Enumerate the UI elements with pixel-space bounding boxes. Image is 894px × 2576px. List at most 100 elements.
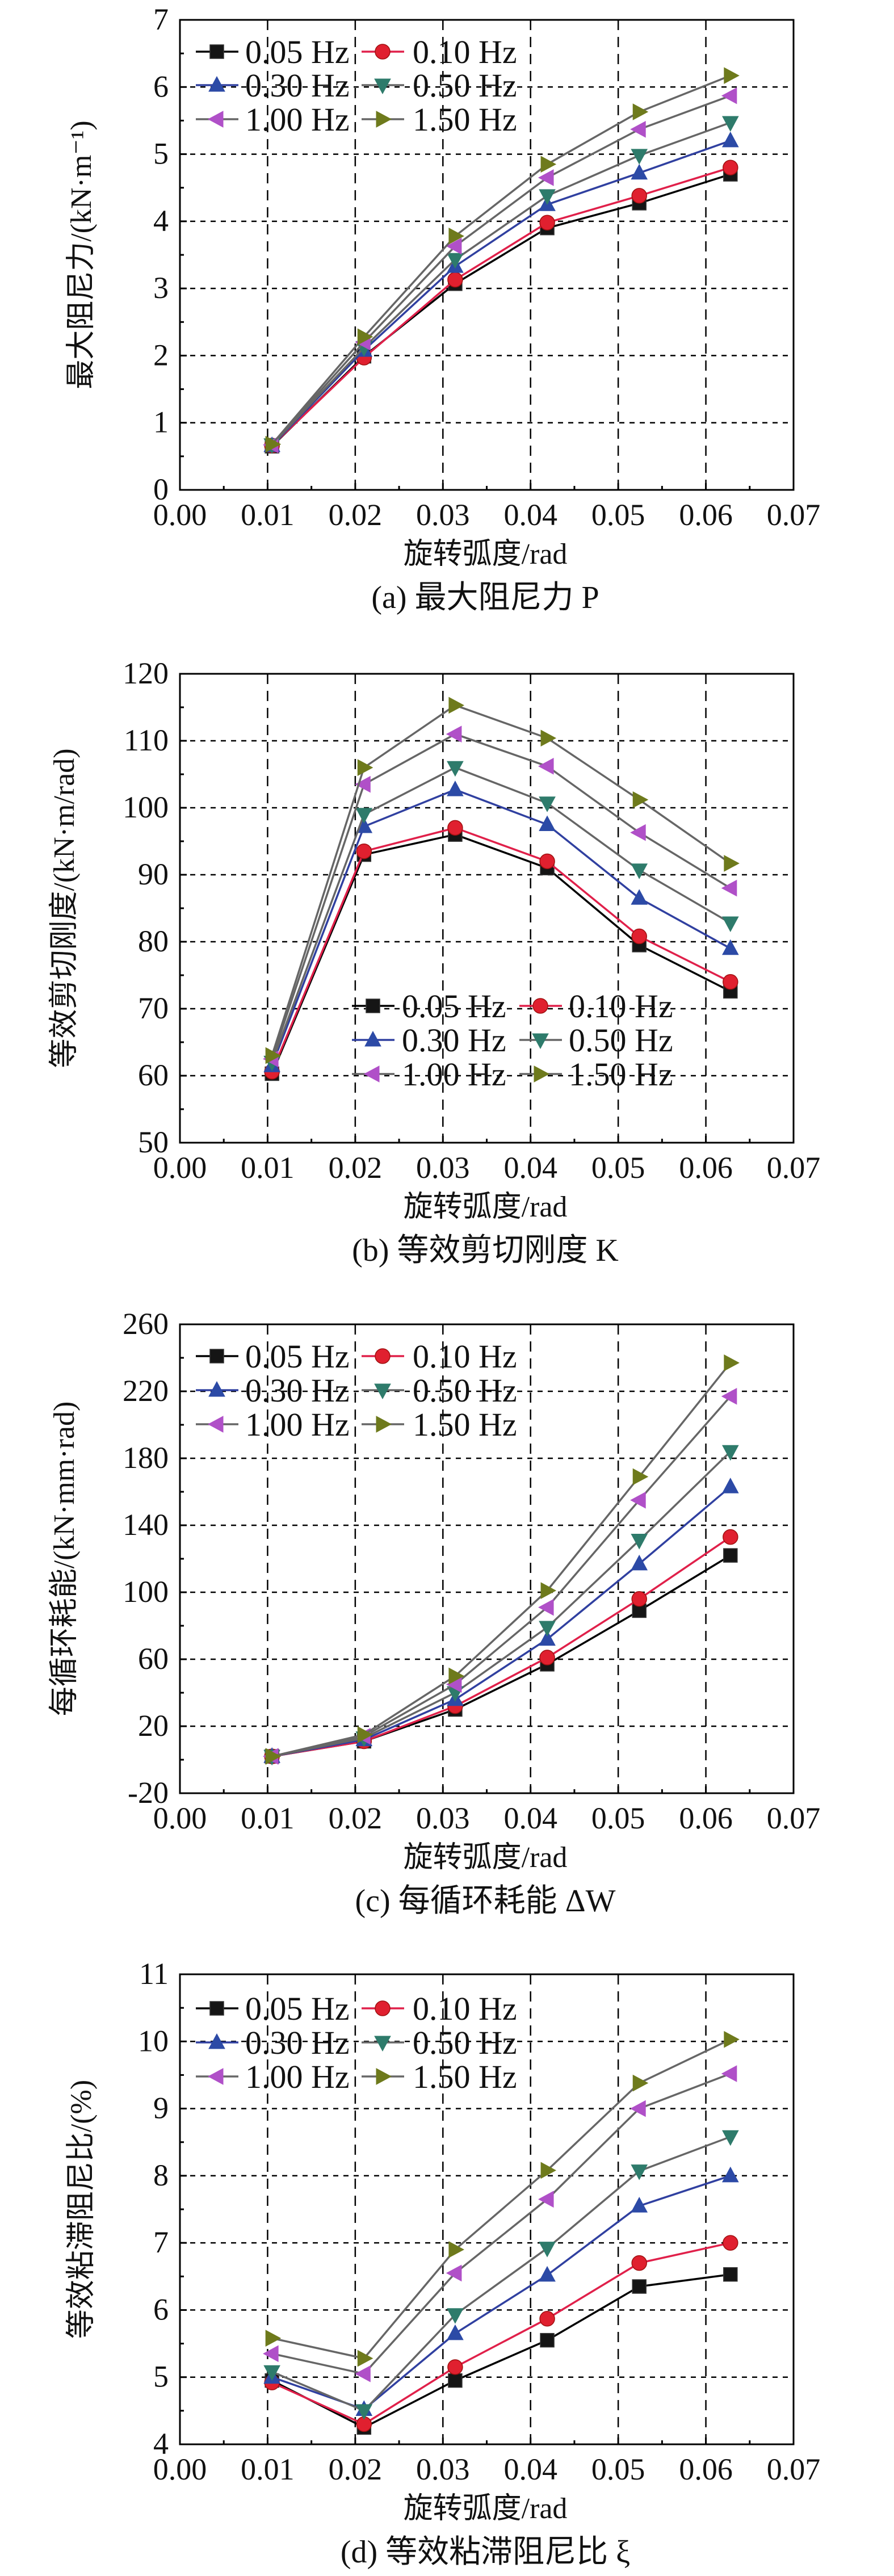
y-axis-label: 等效粘滞阻尼比/(%) (65, 2080, 98, 2339)
triangle-down-marker (447, 2308, 464, 2324)
triangle-up-marker (208, 2033, 225, 2049)
y-tick-label: 4 (153, 2427, 169, 2461)
chart-caption: (b) 等效剪切刚度 K (352, 1233, 619, 1268)
triangle-down-marker (721, 916, 739, 933)
triangle-left-marker (363, 1065, 380, 1083)
triangle-down-marker (721, 116, 739, 132)
legend-item: 0.30 Hz (196, 67, 350, 104)
y-tick-label: 4 (153, 204, 169, 238)
x-tick-label: 0.04 (503, 498, 557, 532)
x-tick-label: 0.00 (153, 498, 207, 532)
square-marker (723, 2267, 738, 2282)
circle-marker (539, 215, 555, 230)
y-tick-label: 7 (153, 2225, 169, 2259)
triangle-down-marker (355, 808, 373, 824)
triangle-right-marker (632, 2074, 649, 2092)
triangle-right-marker (357, 2350, 373, 2367)
chart-panel-a: 0 1 2 3 4 5 6 7 0.00 0.01 0.02 0.03 0.04 0.05 0.06 0.07… (65, 2, 820, 615)
y-tick-label: 180 (123, 1441, 169, 1475)
triangle-right-marker (448, 697, 464, 714)
triangle-right-marker (357, 328, 373, 346)
series-line (271, 1536, 731, 1757)
triangle-up-marker (208, 75, 225, 92)
series-line (271, 833, 731, 1075)
y-axis-label: 每循环耗能/(kN·mm·rad) (48, 1402, 81, 1717)
x-tick-label: 0.04 (503, 2452, 557, 2486)
square-marker (723, 1548, 738, 1563)
triangle-left-marker (721, 1388, 737, 1405)
x-tick-label: 0.00 (153, 2452, 207, 2486)
triangle-left-marker (538, 2191, 554, 2208)
triangle-left-marker (721, 879, 737, 897)
y-tick-label: 100 (123, 790, 169, 824)
y-tick-label: 220 (123, 1374, 169, 1408)
x-tick-label: 0.03 (416, 1801, 470, 1835)
triangle-left-marker (630, 2100, 646, 2117)
legend-label: 0.50 Hz (569, 1022, 673, 1059)
circle-marker (723, 974, 738, 990)
triangle-up-marker (631, 163, 648, 180)
y-tick-label: 0 (153, 472, 169, 506)
triangle-down-marker (539, 1621, 556, 1637)
x-tick-label: 0.05 (591, 498, 645, 532)
triangle-down-marker (263, 2365, 280, 2381)
triangle-left-marker (355, 775, 371, 793)
legend-item: 1.50 Hz (519, 1056, 673, 1093)
x-tick-label: 0.03 (416, 2452, 470, 2486)
legend-label: 1.50 Hz (413, 1406, 517, 1443)
series-line (271, 2038, 731, 2360)
triangle-right-marker (265, 1748, 282, 1765)
x-tick-label: 0.06 (679, 1151, 733, 1185)
legend-item: 0.10 Hz (362, 33, 517, 70)
legend-item: 0.50 Hz (362, 1372, 517, 1409)
y-tick-label: 6 (153, 2292, 169, 2326)
x-tick-label: 0.07 (767, 2452, 821, 2486)
triangle-down-marker (374, 78, 391, 95)
triangle-down-marker (721, 2130, 739, 2146)
legend: 0.05 Hz 0.10 Hz 0.30 Hz 0.50 Hz 1.00 Hz 1.50 … (196, 1338, 517, 1443)
circle-marker (539, 853, 555, 870)
series-line (271, 2242, 731, 2426)
y-tick-label: 80 (138, 924, 169, 958)
triangle-right-marker (632, 1468, 649, 1486)
legend-label: 0.05 Hz (402, 988, 506, 1025)
triangle-left-marker (538, 758, 554, 775)
triangle-left-marker (538, 169, 554, 186)
y-axis-label: 等效剪切刚度/(kN·m/rad) (48, 748, 81, 1068)
y-tick-label: 6 (153, 69, 169, 103)
series-150Hz (265, 697, 740, 1064)
triangle-right-marker (376, 111, 392, 128)
series-100Hz (263, 87, 737, 454)
legend-item: 0.30 Hz (196, 2024, 350, 2061)
triangle-down-marker (539, 2242, 556, 2258)
triangle-left-marker (263, 2345, 279, 2363)
x-tick-label: 0.04 (503, 1801, 557, 1835)
legend-label: 0.10 Hz (413, 1338, 517, 1375)
x-tick-label: 0.05 (591, 2452, 645, 2486)
legend-label: 0.50 Hz (413, 1372, 517, 1409)
x-tick-label: 0.01 (241, 2452, 295, 2486)
triangle-right-marker (724, 855, 740, 872)
series-line (271, 74, 731, 445)
legend-item: 0.05 Hz (196, 1990, 350, 2027)
y-tick-label: 3 (153, 271, 169, 305)
chart-panel-d: 4 5 6 7 8 9 10 11 0.00 0.01 0.02 0.03 0.04 0.05 0.06 0.… (65, 1957, 820, 2570)
triangle-right-marker (540, 729, 557, 747)
legend-label: 0.50 Hz (413, 2024, 517, 2061)
triangle-down-marker (631, 149, 648, 165)
y-tick-label: 11 (139, 1957, 169, 1991)
circle-marker (447, 272, 463, 288)
triangle-down-marker (355, 2404, 373, 2420)
triangle-up-marker (631, 2197, 648, 2213)
series-150Hz (265, 2030, 740, 2367)
series-030Hz (263, 1478, 739, 1763)
series-line (271, 140, 731, 447)
square-marker (209, 2001, 224, 2016)
triangle-right-marker (724, 2030, 740, 2048)
series-line (271, 766, 731, 1063)
legend-item: 0.50 Hz (362, 2024, 517, 2061)
series-005Hz (265, 2267, 738, 2435)
triangle-up-marker (208, 1381, 225, 1397)
legend-label: 0.50 Hz (413, 67, 517, 104)
series-line (271, 173, 731, 447)
